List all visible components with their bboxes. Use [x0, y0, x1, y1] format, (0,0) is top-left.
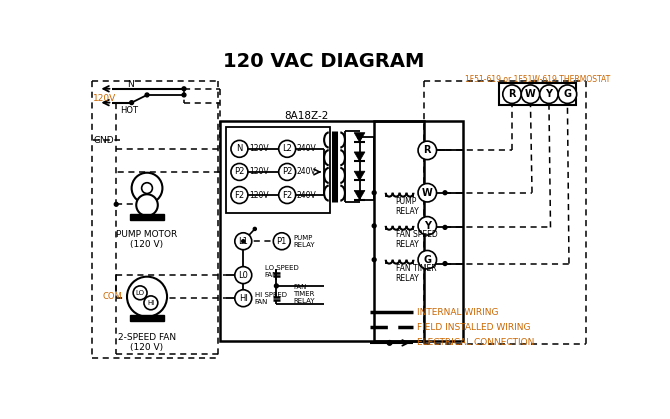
Text: 1F51-619 or 1F51W-619 THERMOSTAT: 1F51-619 or 1F51W-619 THERMOSTAT — [465, 75, 610, 84]
Circle shape — [387, 341, 392, 345]
Circle shape — [253, 228, 257, 230]
Circle shape — [443, 191, 447, 195]
Circle shape — [443, 225, 447, 229]
Circle shape — [521, 85, 540, 103]
Text: LO: LO — [135, 290, 145, 296]
Text: ELECTRICAL CONNECTION: ELECTRICAL CONNECTION — [417, 339, 534, 347]
Circle shape — [231, 163, 248, 181]
Polygon shape — [354, 171, 365, 181]
Text: L0: L0 — [239, 271, 248, 279]
Circle shape — [502, 85, 521, 103]
Circle shape — [279, 140, 295, 157]
Bar — [220, 121, 424, 341]
Circle shape — [279, 186, 295, 204]
Text: HOT: HOT — [120, 106, 138, 115]
Circle shape — [373, 191, 376, 195]
Circle shape — [242, 240, 245, 243]
Text: Y: Y — [424, 221, 431, 231]
Text: Y: Y — [545, 89, 553, 99]
Circle shape — [141, 183, 152, 194]
Text: G: G — [563, 89, 572, 99]
Polygon shape — [354, 190, 365, 200]
Text: L1: L1 — [239, 237, 248, 246]
Circle shape — [443, 261, 447, 266]
Circle shape — [234, 290, 252, 307]
Text: 8A18Z-2: 8A18Z-2 — [285, 111, 329, 121]
Circle shape — [136, 194, 158, 216]
Text: 240V: 240V — [297, 191, 316, 199]
Polygon shape — [354, 152, 365, 161]
Text: HI: HI — [147, 300, 155, 306]
Circle shape — [279, 163, 295, 181]
Text: PUMP
RELAY: PUMP RELAY — [293, 235, 315, 248]
Text: N: N — [127, 80, 133, 89]
Circle shape — [418, 217, 437, 235]
Bar — [226, 127, 330, 213]
Bar — [130, 214, 164, 220]
Text: F2: F2 — [282, 191, 292, 199]
Circle shape — [131, 173, 162, 204]
Circle shape — [358, 135, 362, 139]
Circle shape — [231, 140, 248, 157]
Bar — [130, 315, 164, 321]
Text: FAN TIMER
RELAY: FAN TIMER RELAY — [396, 264, 436, 283]
Circle shape — [115, 202, 118, 206]
Text: HI: HI — [239, 294, 248, 303]
Circle shape — [273, 233, 290, 250]
Text: PUMP MOTOR
(120 V): PUMP MOTOR (120 V) — [117, 230, 178, 249]
Text: P1: P1 — [277, 237, 287, 246]
Text: F2: F2 — [234, 191, 245, 199]
Text: COM: COM — [103, 292, 123, 301]
Text: P2: P2 — [234, 168, 245, 176]
Text: 120 VAC DIAGRAM: 120 VAC DIAGRAM — [223, 52, 425, 70]
Text: 240V: 240V — [297, 168, 316, 176]
Text: 240V: 240V — [297, 144, 316, 153]
Text: FAN SPEED
RELAY: FAN SPEED RELAY — [396, 230, 438, 249]
Circle shape — [231, 186, 248, 204]
Text: P2: P2 — [282, 168, 292, 176]
Text: 120V: 120V — [249, 144, 269, 153]
Text: INTERNAL WIRING: INTERNAL WIRING — [417, 308, 498, 317]
Circle shape — [373, 258, 376, 261]
Circle shape — [234, 233, 252, 250]
Text: HI SPEED
FAN: HI SPEED FAN — [255, 292, 287, 305]
Bar — [499, 83, 576, 105]
Text: 120V: 120V — [93, 94, 117, 103]
Text: FAN
TIMER
RELAY: FAN TIMER RELAY — [293, 284, 315, 304]
Circle shape — [234, 266, 252, 284]
Circle shape — [418, 251, 437, 269]
Text: W: W — [422, 188, 433, 198]
Text: L2: L2 — [282, 144, 292, 153]
Text: GND: GND — [93, 136, 114, 145]
Text: LO SPEED
FAN: LO SPEED FAN — [265, 265, 299, 278]
Text: PUMP
RELAY: PUMP RELAY — [396, 197, 419, 216]
Circle shape — [558, 85, 577, 103]
Polygon shape — [354, 133, 365, 142]
Circle shape — [418, 184, 437, 202]
Text: FIELD INSTALLED WIRING: FIELD INSTALLED WIRING — [417, 323, 530, 332]
Text: 2-SPEED FAN
(120 V): 2-SPEED FAN (120 V) — [118, 333, 176, 352]
Circle shape — [182, 87, 186, 91]
Text: W: W — [525, 89, 536, 99]
Circle shape — [540, 85, 558, 103]
Circle shape — [130, 101, 133, 105]
Text: R: R — [509, 89, 516, 99]
Circle shape — [127, 277, 167, 317]
Text: 120V: 120V — [249, 191, 269, 199]
Circle shape — [144, 296, 158, 310]
Circle shape — [133, 286, 147, 300]
Text: N: N — [237, 144, 243, 153]
Circle shape — [373, 224, 376, 228]
Circle shape — [145, 93, 149, 97]
Text: G: G — [423, 255, 431, 265]
Text: 120V: 120V — [249, 168, 269, 176]
Text: R: R — [423, 145, 431, 155]
Circle shape — [182, 93, 186, 97]
Bar — [374, 121, 463, 341]
Circle shape — [275, 284, 278, 288]
Circle shape — [418, 141, 437, 160]
